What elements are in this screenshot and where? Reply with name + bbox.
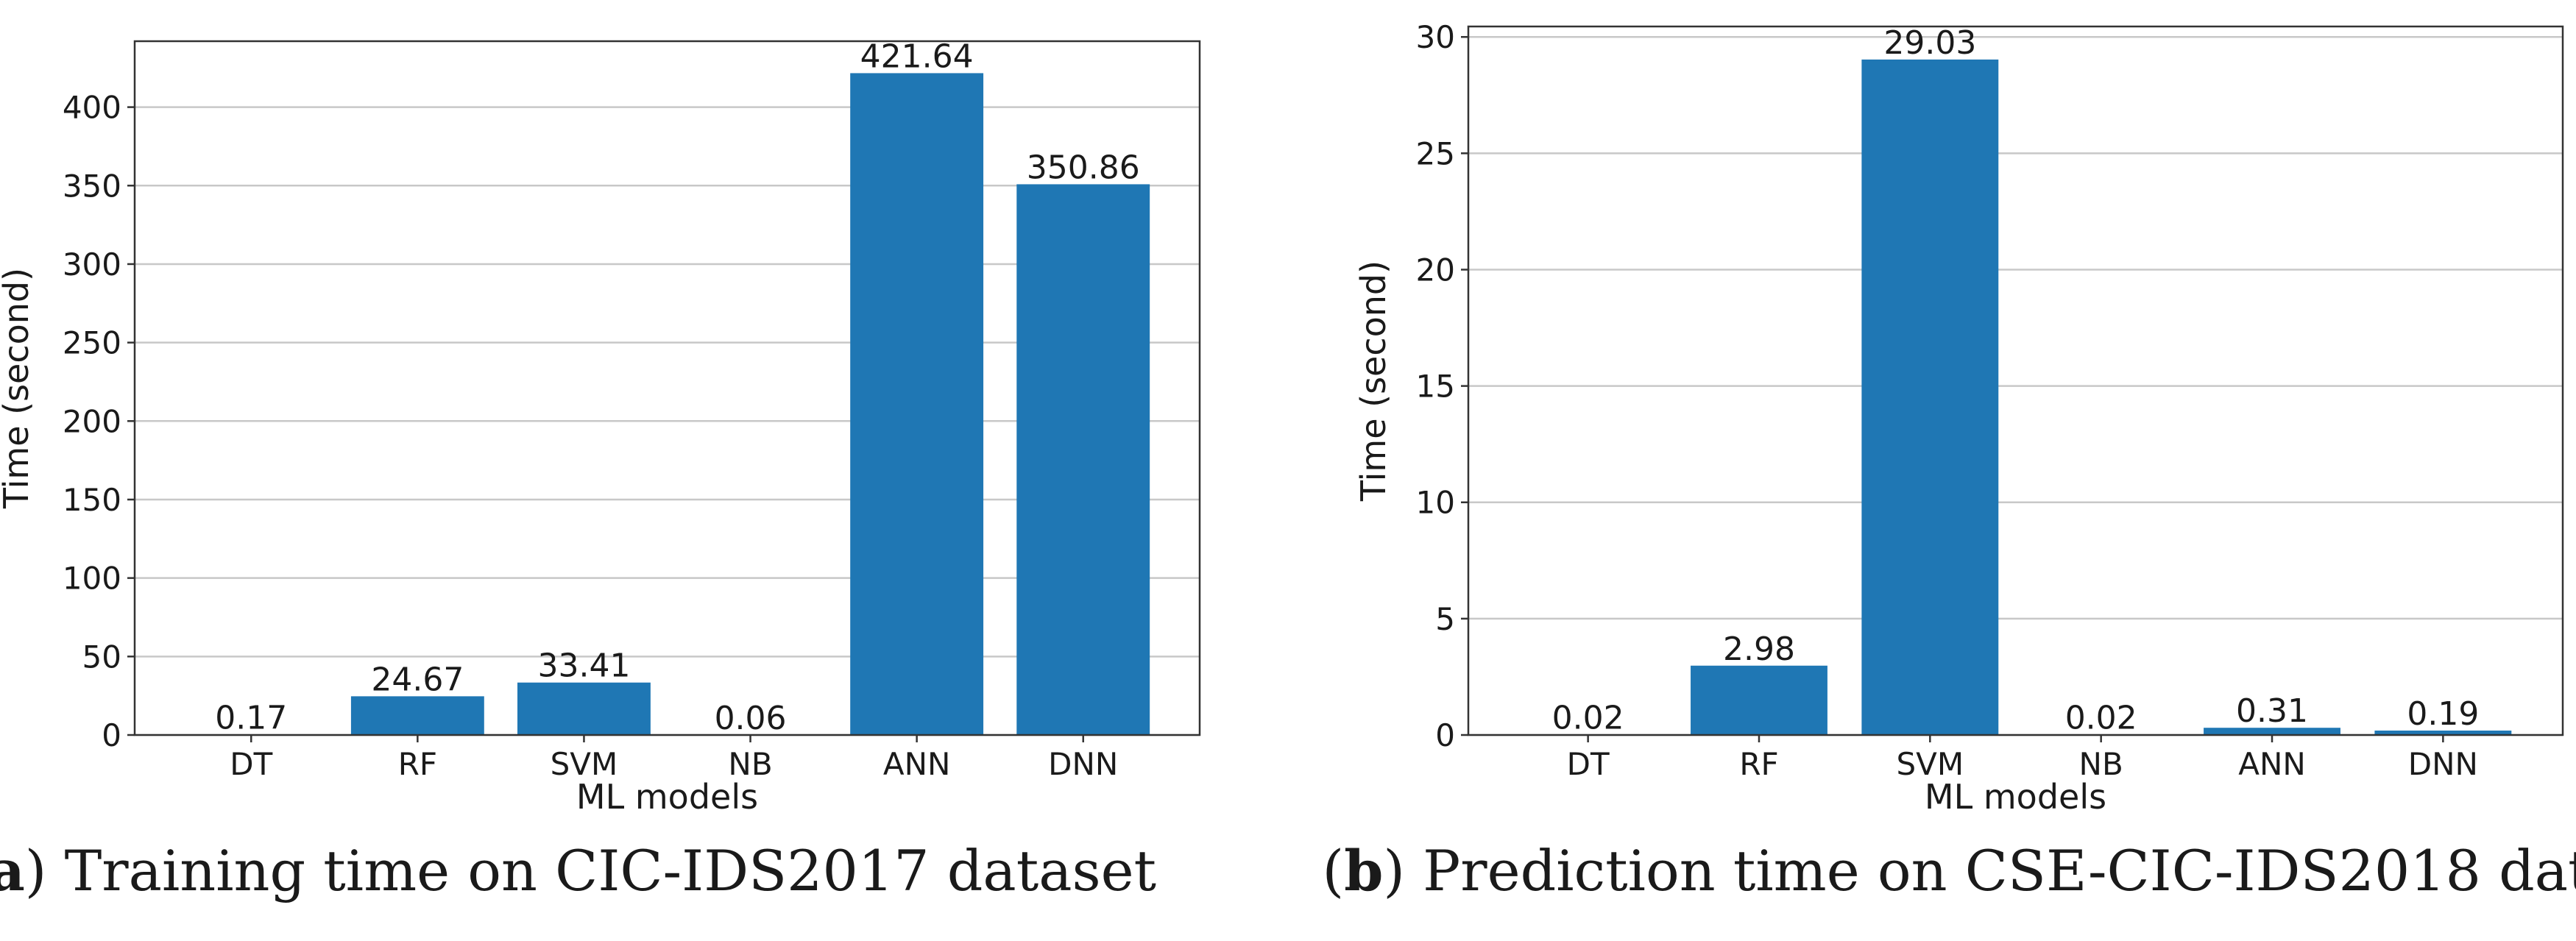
chart-b-data-label: 29.03 bbox=[1883, 24, 1976, 62]
chart-a-bar-rf bbox=[350, 696, 484, 735]
chart-b-panel: 0 5 10 15 20 25 30 0.02 DT 2.98 RF 29.03 SVM 0.02 NB 0.… bbox=[1323, 19, 2576, 903]
chart-a-caption: (a) Training time on CIC-IDS2017 dataset bbox=[0, 838, 1156, 903]
chart-b-caption: (b) Prediction time on CSE-CIC-IDS2018 d… bbox=[1323, 838, 2576, 903]
chart-b-xtick-label: SVM bbox=[1897, 746, 1964, 782]
chart-a-bar-svm bbox=[517, 682, 651, 735]
chart-a-data-label: 33.41 bbox=[537, 647, 630, 685]
chart-a-bar-dnn bbox=[1016, 184, 1150, 735]
chart-b-xtick-label: DT bbox=[1567, 746, 1610, 782]
chart-a-ytick-label: 150 bbox=[63, 482, 121, 518]
chart-a-data-label: 24.67 bbox=[371, 661, 464, 698]
chart-a-xtick-label: SVM bbox=[551, 746, 618, 782]
chart-b-data-label: 2.98 bbox=[1723, 631, 1795, 668]
chart-b-bar-rf bbox=[1691, 665, 1827, 735]
chart-a-y-axis-label: Time (second) bbox=[0, 268, 36, 509]
chart-b-plot-frame bbox=[1467, 25, 2564, 736]
chart-a-data-label: 0.06 bbox=[715, 700, 787, 737]
chart-b-xtick-label: ANN bbox=[2238, 746, 2306, 782]
chart-a-x-axis-label: ML models bbox=[576, 777, 758, 817]
chart-a-panel: 0 50 100 150 200 250 300 350 400 0.17 DT 24.67 RF 33.… bbox=[0, 38, 1201, 903]
chart-b-ytick-label: 10 bbox=[1416, 485, 1455, 521]
chart-a-ytick-label: 300 bbox=[63, 246, 121, 283]
chart-a-xtick-label: DT bbox=[230, 746, 272, 782]
chart-a-xtick-label: ANN bbox=[883, 746, 951, 782]
chart-b-data-label: 0.02 bbox=[2065, 699, 2137, 736]
chart-a-ytick-label: 100 bbox=[63, 561, 121, 597]
chart-b-data-label: 0.02 bbox=[1552, 699, 1624, 736]
chart-a-plot-frame bbox=[133, 40, 1201, 736]
chart-a-data-label: 0.17 bbox=[215, 700, 287, 737]
chart-a-ytick-label: 50 bbox=[82, 639, 121, 675]
chart-a-ytick-label: 200 bbox=[63, 403, 121, 439]
chart-b-ytick-label: 0 bbox=[1435, 717, 1455, 753]
chart-b-y-axis-label: Time (second) bbox=[1354, 260, 1393, 502]
chart-b-xtick-label: RF bbox=[1739, 746, 1778, 782]
chart-b-ytick-label: 20 bbox=[1416, 252, 1455, 288]
chart-a-xtick-label: DNN bbox=[1048, 746, 1118, 782]
chart-a-ytick-label: 350 bbox=[63, 168, 121, 204]
chart-b-data-label: 0.19 bbox=[2407, 695, 2479, 733]
chart-b-ytick-label: 5 bbox=[1435, 601, 1455, 637]
chart-a-bar-ann bbox=[850, 73, 984, 735]
chart-b-bar-svm bbox=[1861, 59, 1999, 735]
chart-b-x-axis-label: ML models bbox=[1925, 777, 2106, 817]
chart-b-data-label: 0.31 bbox=[2236, 692, 2308, 730]
chart-a-ytick-label: 0 bbox=[102, 717, 121, 753]
chart-b-xtick-label: DNN bbox=[2408, 746, 2478, 782]
chart-b-bar-dnn bbox=[2374, 730, 2512, 735]
chart-b-ytick-label: 25 bbox=[1416, 135, 1455, 171]
chart-a-xtick-label: RF bbox=[398, 746, 437, 782]
chart-b-ytick-label: 30 bbox=[1416, 19, 1455, 55]
chart-a-ytick-label: 400 bbox=[63, 90, 121, 126]
chart-b-xtick-label: NB bbox=[2079, 746, 2123, 782]
chart-a-data-label: 421.64 bbox=[860, 38, 974, 75]
chart-b-bar-ann bbox=[2204, 728, 2340, 735]
chart-a-xtick-label: NB bbox=[728, 746, 772, 782]
chart-a-ytick-label: 250 bbox=[63, 325, 121, 361]
chart-a-data-label: 350.86 bbox=[1027, 149, 1140, 186]
chart-b-ytick-label: 15 bbox=[1416, 369, 1455, 405]
